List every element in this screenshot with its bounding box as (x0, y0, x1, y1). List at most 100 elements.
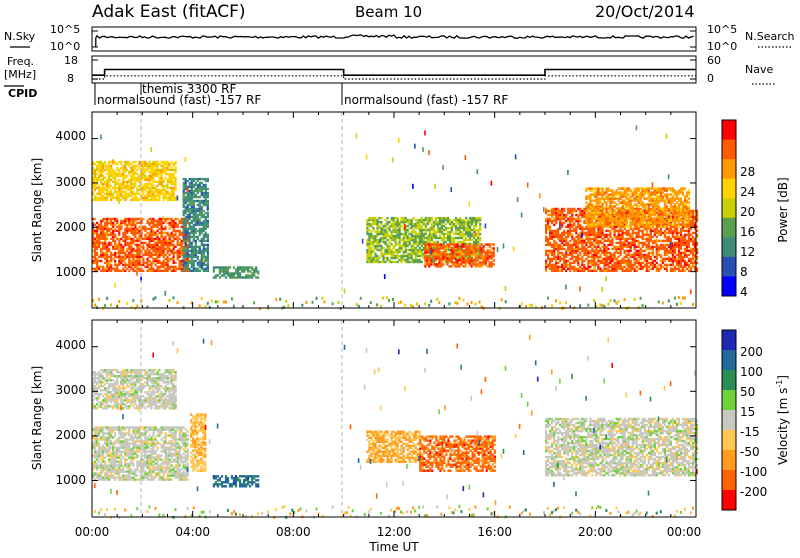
heatmap-cell (394, 224, 397, 228)
heatmap-cell (388, 228, 391, 232)
heatmap-cell (559, 269, 562, 272)
heatmap-cell (432, 230, 435, 234)
heatmap-cell (118, 182, 121, 186)
heatmap-cell (132, 196, 135, 200)
heatmap-cell (591, 231, 594, 235)
heatmap-cell (158, 217, 161, 221)
heatmap-cell (148, 186, 151, 190)
heatmap-cell (152, 249, 155, 253)
heatmap-cell (134, 225, 137, 229)
heatmap-cell (170, 225, 173, 229)
heatmap-cell (569, 245, 572, 249)
heatmap-cell (643, 237, 646, 241)
heatmap-cell (617, 233, 620, 237)
heatmap-cell (172, 174, 175, 178)
heatmap-cell (100, 172, 103, 176)
heatmap-cell (122, 267, 125, 270)
heatmap-cell (475, 252, 478, 256)
heatmap-cell (104, 227, 107, 231)
heatmap-cell (450, 230, 454, 234)
heatmap-cell (108, 182, 111, 186)
heatmap-cell (657, 269, 660, 272)
heatmap-cell (114, 219, 117, 223)
heatmap-cell (597, 259, 600, 263)
heatmap-cell (100, 168, 103, 172)
heatmap-cell (551, 245, 554, 249)
heatmap-cell (110, 192, 113, 196)
heatmap-cell (561, 263, 564, 267)
heatmap-cell (486, 259, 489, 262)
heatmap-cell (444, 246, 447, 250)
heatmap-cell (665, 267, 668, 270)
heatmap-cell (172, 190, 175, 194)
heatmap-cell (456, 248, 460, 252)
heatmap-cell (473, 224, 476, 228)
heatmap-cell (98, 188, 101, 192)
heatmap-cell (144, 168, 147, 172)
heatmap-cell (202, 187, 205, 191)
heatmap-cell (196, 183, 199, 187)
heatmap-cell (617, 229, 620, 233)
heatmap-cell (569, 267, 572, 270)
heatmap-cell (106, 245, 109, 249)
heatmap-cell (380, 246, 383, 250)
heatmap-cell (224, 276, 228, 279)
heatmap-cell (462, 243, 465, 246)
heatmap-cell (196, 219, 199, 223)
heatmap-cell (665, 235, 668, 239)
heatmap-cell (166, 166, 169, 170)
heatmap-cell (110, 174, 113, 178)
heatmap-cell (100, 198, 103, 202)
heatmap-cell (206, 215, 209, 219)
heatmap-cell (571, 247, 574, 251)
heatmap-cell (404, 250, 407, 254)
heatmap-cell (120, 227, 123, 231)
heatmap-cell (200, 259, 203, 263)
heatmap-cell (452, 218, 456, 222)
heatmap-cell (146, 168, 149, 172)
heatmap-cell (663, 235, 666, 239)
heatmap-cell (132, 178, 135, 182)
heatmap-cell (122, 249, 125, 253)
heatmap-cell (631, 229, 634, 233)
heatmap-cell (164, 166, 167, 170)
heatmap-cell (659, 209, 662, 213)
heatmap-cell (188, 195, 191, 199)
heatmap-cell (204, 255, 207, 259)
heatmap-cell (573, 255, 576, 259)
heatmap-cell (460, 222, 464, 226)
heatmap-cell (140, 172, 143, 176)
heatmap-cell (452, 232, 456, 236)
heatmap-cell (204, 259, 207, 263)
heatmap-cell (625, 261, 628, 265)
heatmap-cell (561, 209, 564, 213)
heatmap-cell (555, 259, 558, 263)
heatmap-cell (426, 255, 429, 258)
heatmap-cell (200, 227, 203, 231)
heatmap-cell (456, 240, 460, 244)
heatmap-cell (160, 190, 163, 194)
heatmap-cell (144, 233, 147, 237)
heatmap-cell (549, 263, 552, 267)
heatmap-cell (257, 270, 260, 273)
heatmap-cell (106, 253, 109, 257)
heatmap-cell (563, 261, 566, 265)
heatmap-cell (420, 240, 423, 244)
heatmap-cell (468, 249, 471, 252)
heatmap-cell (545, 223, 548, 227)
heatmap-cell (428, 251, 431, 254)
heatmap-cell (577, 267, 580, 270)
heatmap-cell (204, 263, 207, 267)
heatmap-cell (110, 223, 113, 227)
heatmap-cell (390, 232, 393, 236)
heatmap-cell (366, 244, 369, 248)
heatmap-cell (651, 247, 654, 251)
heatmap-cell (170, 265, 173, 269)
heatmap-cell (462, 245, 465, 248)
heatmap-cell (569, 231, 572, 235)
heatmap-cell (426, 234, 429, 238)
heatmap-cell (120, 237, 123, 241)
heatmap-cell (118, 170, 121, 174)
heatmap-cell (458, 236, 462, 240)
heatmap-cell (194, 183, 197, 187)
